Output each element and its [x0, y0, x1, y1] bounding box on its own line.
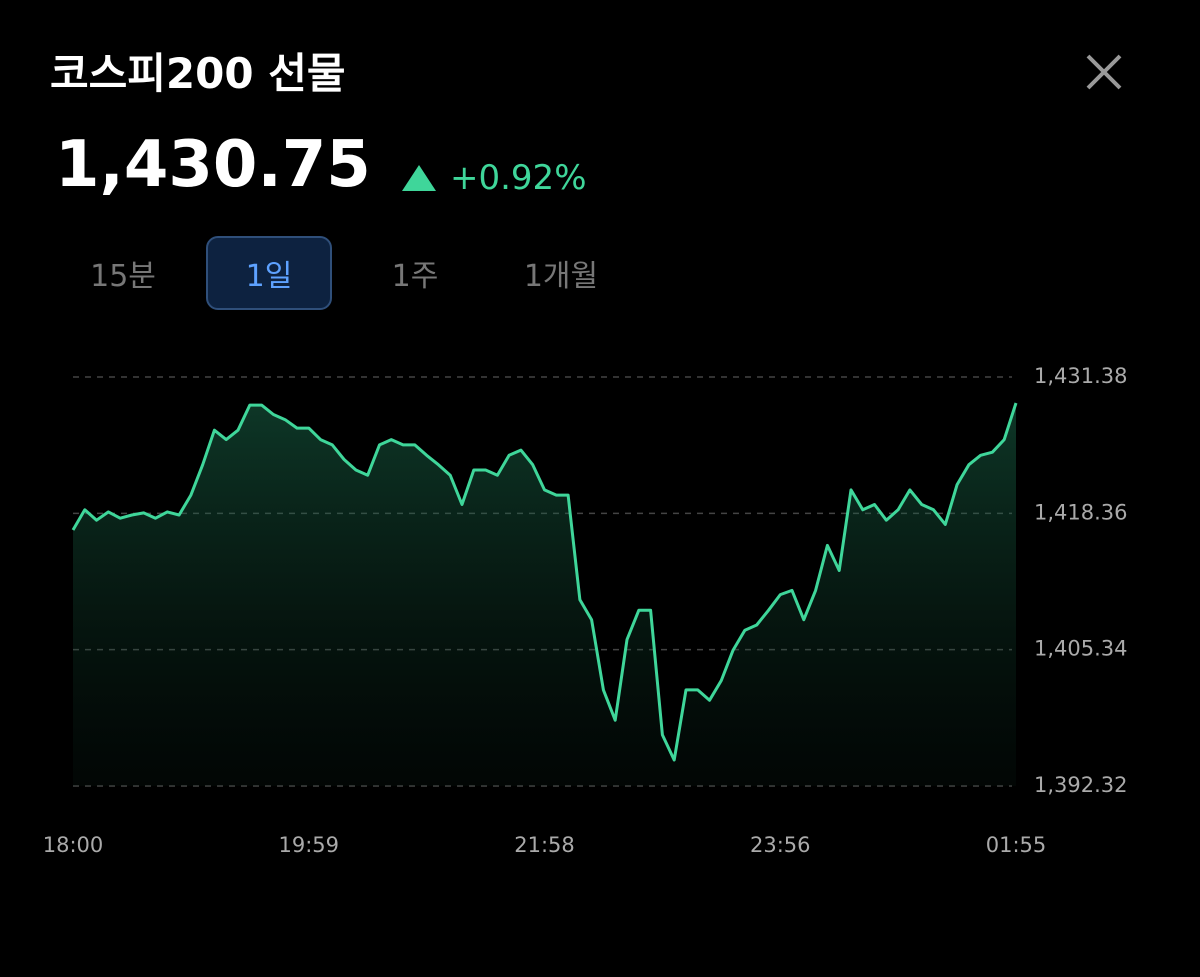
y-tick-label: 1,392.32 — [1034, 773, 1128, 797]
change: +0.92% — [400, 158, 587, 198]
line — [71, 402, 1018, 762]
title: 코스피200 선물 — [50, 49, 346, 98]
tabs: 15분 1일 1주 1개월 — [60, 236, 644, 310]
x-tick-label: 21:58 — [514, 833, 575, 857]
tab[interactable]: 1개월 — [498, 236, 624, 310]
change-text: +0.92% — [450, 158, 587, 198]
tab[interactable]: 15분 — [60, 236, 186, 310]
x-tick-label: 18:00 — [43, 833, 104, 857]
x-tick-label: 23:56 — [750, 833, 811, 857]
close-icon — [1086, 54, 1122, 90]
y-tick-label: 1,405.34 — [1034, 637, 1128, 661]
close-button[interactable] — [1082, 50, 1126, 94]
x-tick-label: 01:55 — [986, 833, 1047, 857]
up-triangle — [402, 165, 436, 191]
price: 1,430.75 — [55, 128, 371, 202]
y-tick-label: 1,418.36 — [1034, 500, 1128, 524]
y-tick-label: 1,431.38 — [1034, 364, 1128, 388]
area — [73, 403, 1016, 786]
tab[interactable]: 1일 — [206, 236, 332, 310]
tab[interactable]: 1주 — [352, 236, 478, 310]
x-tick-label: 19:59 — [278, 833, 339, 857]
